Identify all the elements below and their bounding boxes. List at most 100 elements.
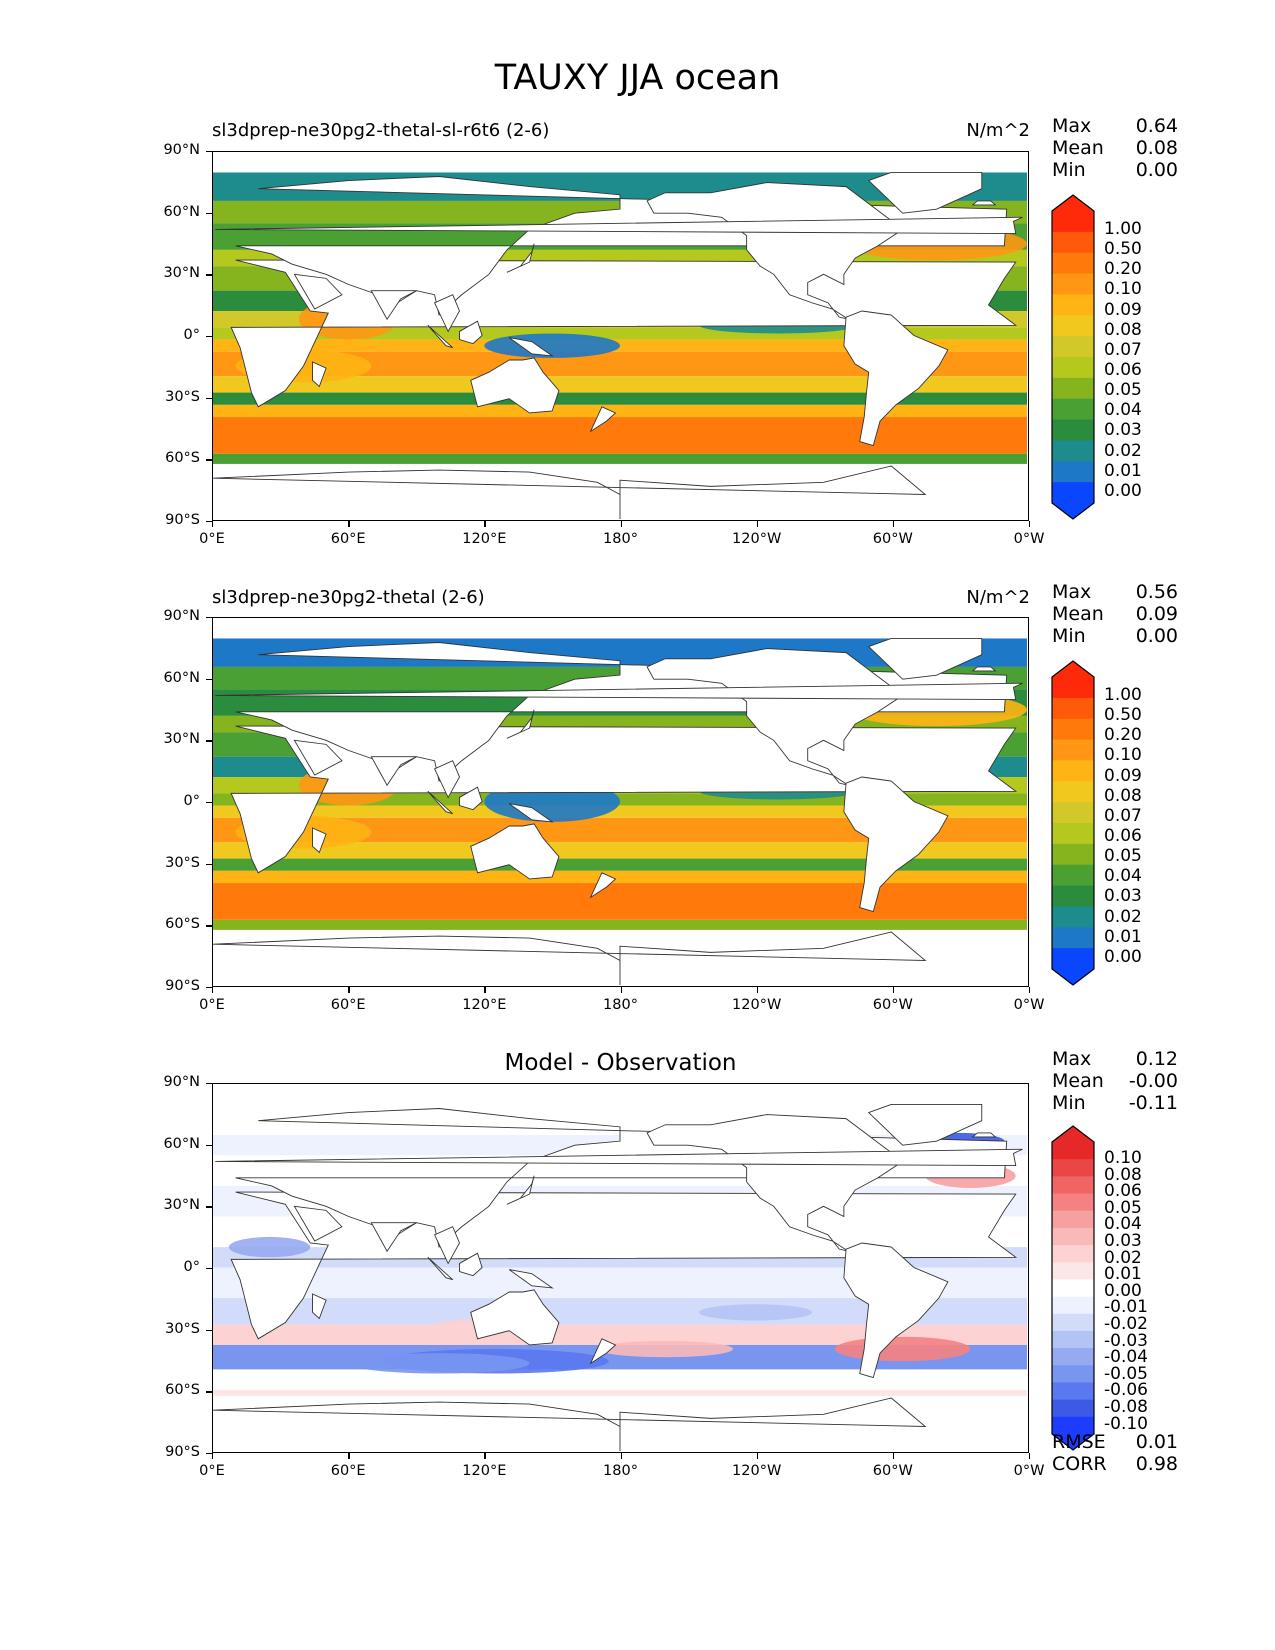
x-tick-mark [212,987,214,993]
y-tick-mark [206,521,212,523]
colorbar-swatch [1052,336,1094,358]
y-tick-label: 60°S [165,916,200,933]
colorbar-level: 0.08 [1104,1164,1142,1185]
field-band [213,1389,1027,1396]
y-tick-mark [206,336,212,338]
stat-max-value: 0.64 [1135,115,1178,137]
x-tick-mark [484,1453,486,1459]
stat-max-label: Max [1052,115,1092,137]
colorbar-swatch [1052,482,1094,504]
colorbar-extend-max [1052,661,1094,677]
x-tick-label: 60°E [330,1463,366,1479]
stat-mean-label: Mean [1052,137,1104,159]
x-tick-mark [212,1453,214,1459]
colorbar-level: 0.09 [1104,765,1142,786]
colorbar-swatch [1052,823,1094,845]
land-newguinea [508,337,554,357]
colorbar-swatch [1052,697,1094,720]
x-tick-mark [1029,521,1031,527]
colorbar-swatch [1052,843,1094,866]
colorbar-swatch [1052,718,1094,741]
land-southamerica [843,1242,949,1379]
y-tick-mark [206,459,212,461]
land-australia [470,1289,560,1346]
colorbar-swatch [1052,419,1094,441]
colorbar-swatch [1052,273,1094,295]
colorbar-swatch [1052,1210,1094,1229]
land-northamerica [646,1114,904,1252]
field-band [213,417,1027,454]
y-tick-label: 60°N [163,669,200,686]
stat-max-label: Max [1052,581,1092,603]
colorbar-level: 0.04 [1104,1214,1142,1235]
y-tick-mark [206,925,212,927]
colorbar-svg [1051,1125,1095,1451]
colorbar-outline [1051,194,1095,520]
colorbar-level: 0.02 [1104,1247,1142,1268]
field-band [213,842,1027,859]
panel-1-name: sl3dprep-ne30pg2-thetal-sl-r6t6 (2-6) [212,120,550,141]
land-japan [506,243,535,273]
colorbar-level: 0.10 [1104,1148,1142,1168]
x-tick-label: 120°E [462,531,507,547]
colorbar-swatch [1052,252,1094,275]
colorbar-level: 0.06 [1104,1181,1142,1202]
stat-mean-value: 0.08 [1135,137,1178,159]
land-arabia [293,1205,343,1242]
colorbar-level: 0.01 [1104,926,1142,947]
stat-max-value: 0.12 [1135,1048,1178,1070]
x-tick-mark [892,1453,895,1459]
colorbar-swatch [1052,1382,1094,1401]
land-seasia [433,294,460,333]
colorbar-1: 1.00 0.50 0.20 0.10 0.09 0.08 0.07 0.06 0.05 0.04… [1050,193,1142,525]
field-band [213,883,1027,920]
y-tick-mark [206,678,212,681]
colorbar-level: 0.50 [1104,239,1142,260]
no-data-north [213,618,1027,639]
stat-mean-label: Mean [1052,603,1104,625]
colorbar-level: 0.10 [1104,745,1142,766]
colorbar-level: 0.07 [1104,339,1142,360]
field-anomaly [597,1340,734,1358]
colorbar-2: 1.00 0.50 0.20 0.10 0.09 0.08 0.07 0.06 0.05 0.04… [1050,659,1142,991]
corr-label: CORR [1052,1453,1107,1475]
colorbar-level: 0.07 [1104,805,1142,826]
y-tick-mark [206,1144,212,1147]
colorbar-swatch [1052,948,1094,970]
colorbar-level: 0.10 [1104,279,1142,300]
land-uk [215,216,1023,234]
colorbar-swatch [1052,1262,1094,1280]
land-borneo [459,786,483,811]
stat-mean-label: Mean [1052,1070,1104,1092]
land-india [370,1222,417,1253]
x-tick-label: 60°W [872,1463,913,1479]
colorbar-swatch [1052,377,1094,400]
stat-min-value: 0.00 [1135,625,1178,647]
stat-min-label: Min [1052,625,1086,647]
x-tick-mark [212,521,214,527]
colorbar-level: -0.02 [1104,1313,1148,1334]
y-tick-mark [206,863,212,866]
colorbar-level: -0.06 [1104,1380,1148,1401]
y-tick-label: 0° [183,1259,200,1275]
land-arabia [293,273,343,310]
colorbar-labels: 1.00 0.50 0.20 0.10 0.09 0.08 0.07 0.06 0.05 0.04… [1104,685,1142,967]
field-anomaly [348,1353,530,1374]
field-anomaly [834,1336,971,1362]
colorbar-swatch [1052,1330,1094,1349]
colorbar-swatch [1052,1313,1094,1332]
x-tick-label: 120°E [462,1463,507,1479]
field-band [213,805,1027,818]
colorbar-swatch [1052,398,1094,421]
x-tick-mark [348,521,350,527]
y-tick-label: 30°N [163,1197,200,1214]
coastlines-1 [213,171,1023,519]
colorbar-extend-min [1052,969,1094,985]
x-tick-label: 0°E [199,531,225,547]
colorbar-swatch [1052,1176,1094,1195]
colorbar-swatch [1052,864,1094,887]
no-data-north [213,152,1027,173]
corr-value: 0.98 [1135,1453,1178,1475]
x-tick-mark [348,987,350,993]
field-band [213,376,1027,393]
